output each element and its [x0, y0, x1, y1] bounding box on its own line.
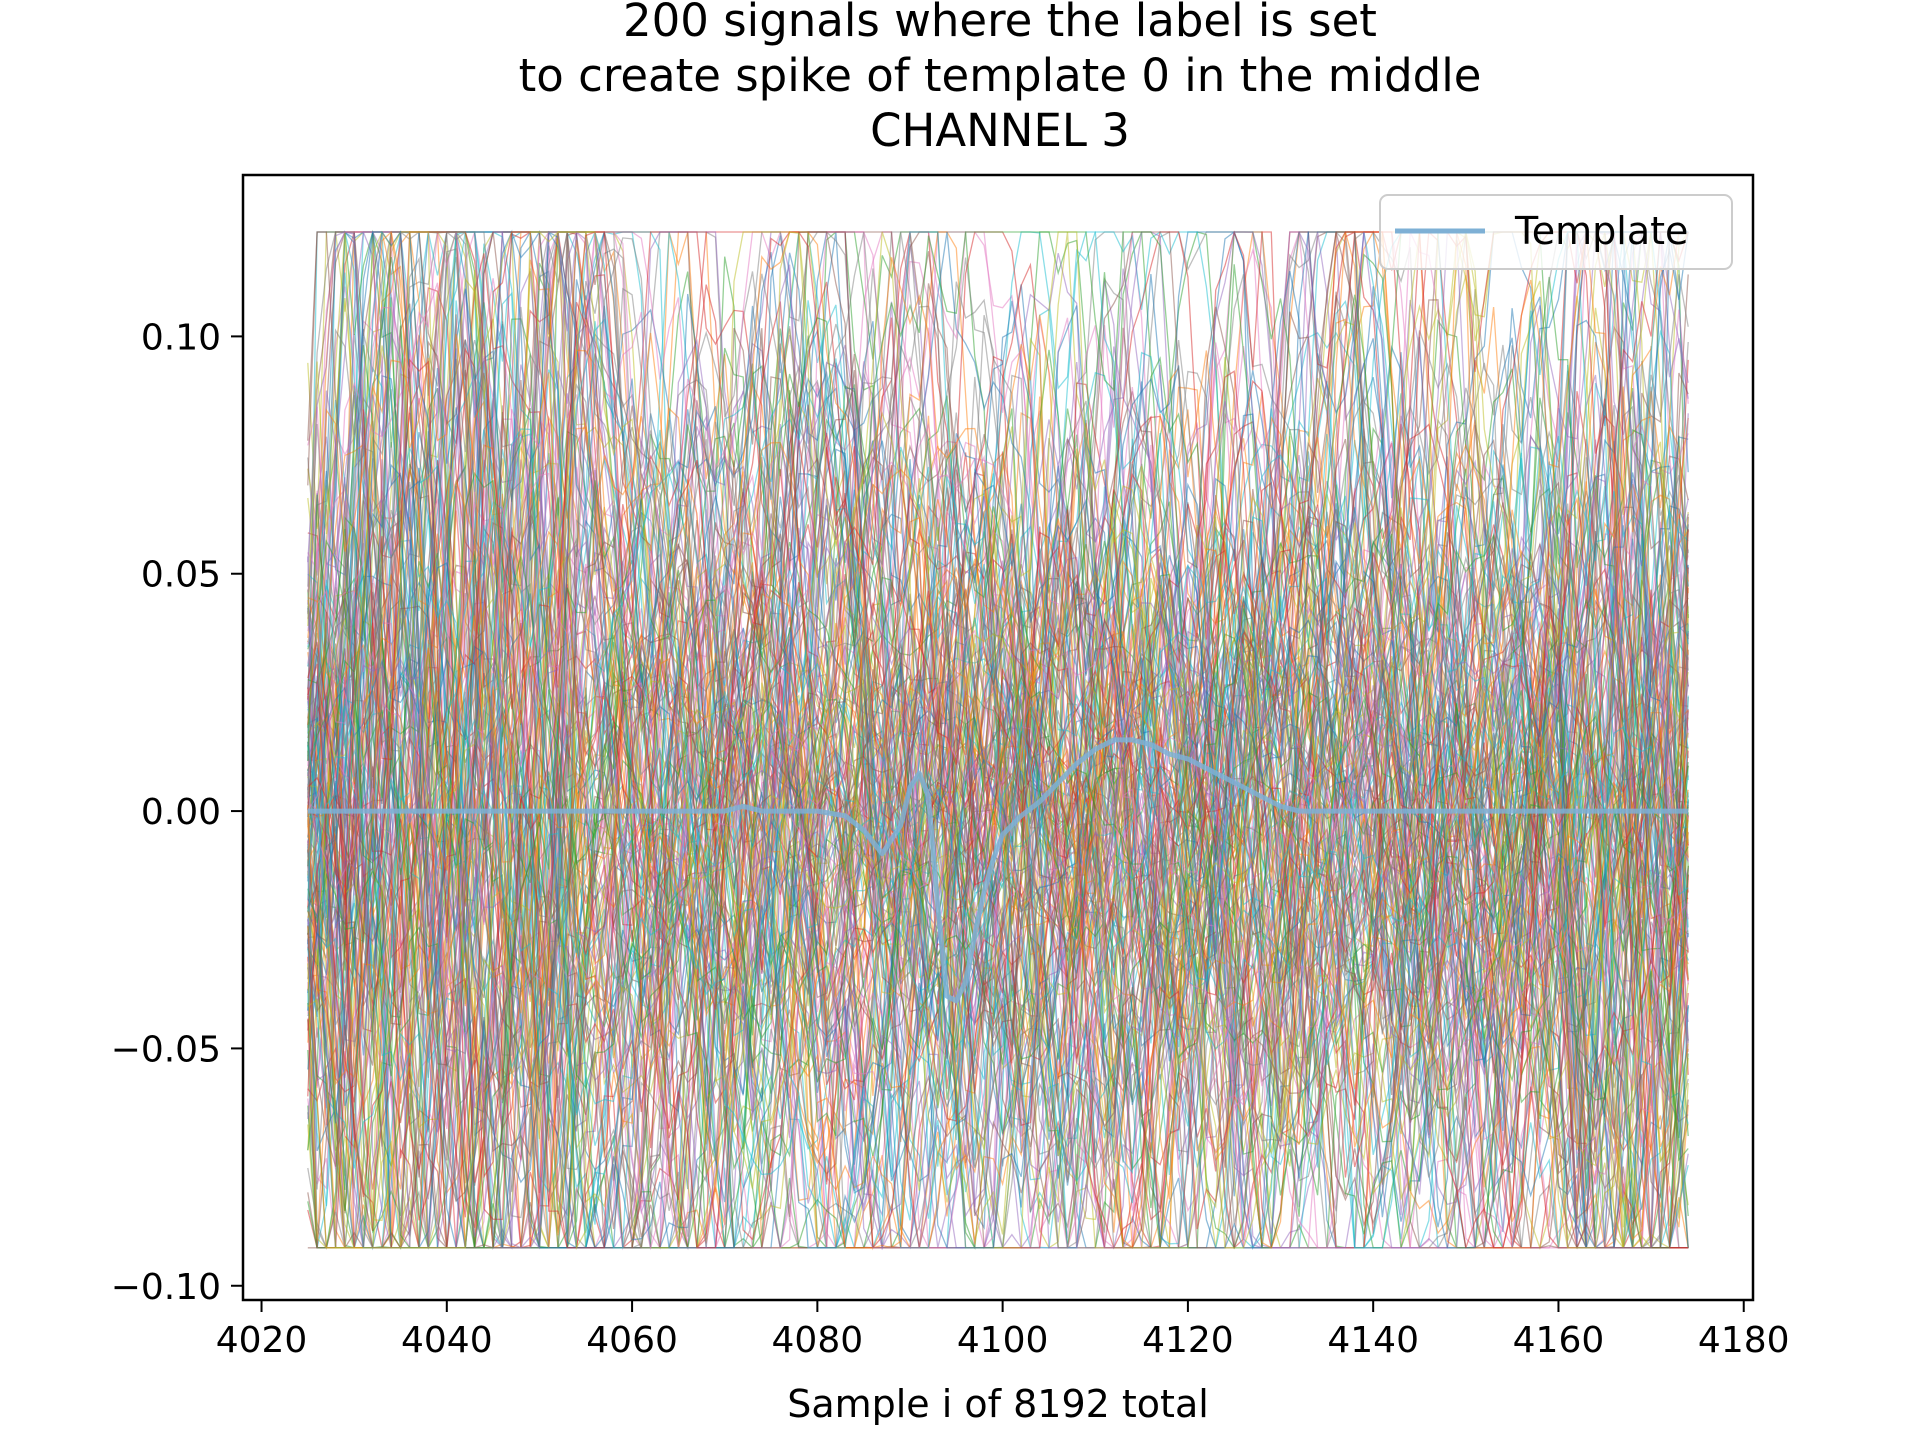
- y-axis: 0.10 0.05 0.00 −0.05 −0.10: [111, 317, 243, 1308]
- signal-line: [307, 540, 1689, 1004]
- signal-line: [307, 230, 1689, 1249]
- signal-line: [307, 231, 1689, 1249]
- signal-line: [307, 651, 1689, 1108]
- x-tick-label: 4180: [1698, 1320, 1790, 1361]
- signal-line: [307, 231, 1689, 1249]
- template-layer: [307, 737, 1689, 1004]
- y-tick-label: −0.10: [111, 1267, 221, 1308]
- signal-line: [307, 448, 1689, 1249]
- signal-line: [307, 282, 1689, 1251]
- chart-title-line-3: CHANNEL 3: [870, 104, 1130, 157]
- signal-line: [307, 401, 1689, 1249]
- chart-title-line-1: 200 signals where the label is set: [623, 0, 1377, 47]
- chart-title-line-2: to create spike of template 0 in the mid…: [519, 49, 1482, 102]
- y-tick-label: −0.05: [111, 1029, 221, 1070]
- y-tick-label: 0.00: [141, 792, 221, 833]
- signal-line: [307, 385, 1689, 1249]
- x-tick-label: 4100: [957, 1320, 1049, 1361]
- legend-label-template: Template: [1514, 209, 1688, 253]
- signal-line: [307, 405, 1689, 1250]
- signal-line: [307, 231, 1689, 1249]
- x-axis: 4020 4040 4060 4080 4100 4120 4140 4160 4180: [216, 1300, 1790, 1361]
- signals-layer: [307, 229, 1689, 1251]
- signal-line: [307, 231, 1689, 1249]
- plot-frame: [241, 173, 1755, 1302]
- x-axis-label: Sample i of 8192 total: [787, 1382, 1209, 1426]
- legend-box: [1379, 194, 1733, 270]
- signal-line: [307, 253, 1689, 1190]
- signal-line: [307, 574, 1689, 1116]
- x-tick-label: 4040: [401, 1320, 493, 1361]
- signal-line: [307, 231, 1689, 1249]
- signal-line: [307, 237, 1689, 1249]
- signal-line: [307, 408, 1689, 1248]
- signal-line: [307, 231, 1689, 1249]
- signal-line: [307, 231, 1689, 1249]
- x-tick-label: 4120: [1142, 1320, 1234, 1361]
- x-tick-label: 4060: [586, 1320, 678, 1361]
- signal-line: [307, 314, 1689, 1249]
- x-tick-label: 4140: [1327, 1320, 1419, 1361]
- signal-line: [307, 321, 1689, 1248]
- signal-line: [307, 231, 1689, 1249]
- y-tick-label: 0.10: [141, 317, 221, 358]
- legend: Template: [1379, 194, 1733, 270]
- signal-line: [307, 231, 1689, 1249]
- signal-line: [307, 231, 1689, 1249]
- template-line: [307, 737, 1689, 1004]
- signal-line: [307, 231, 1689, 1249]
- signal-line: [307, 272, 1689, 1249]
- x-tick-label: 4080: [772, 1320, 864, 1361]
- signal-line: [307, 229, 1689, 1249]
- x-tick-label: 4160: [1513, 1320, 1605, 1361]
- x-tick-label: 4020: [216, 1320, 308, 1361]
- y-tick-label: 0.05: [141, 555, 221, 596]
- signal-line: [307, 423, 1689, 1002]
- signal-line: [307, 471, 1689, 1091]
